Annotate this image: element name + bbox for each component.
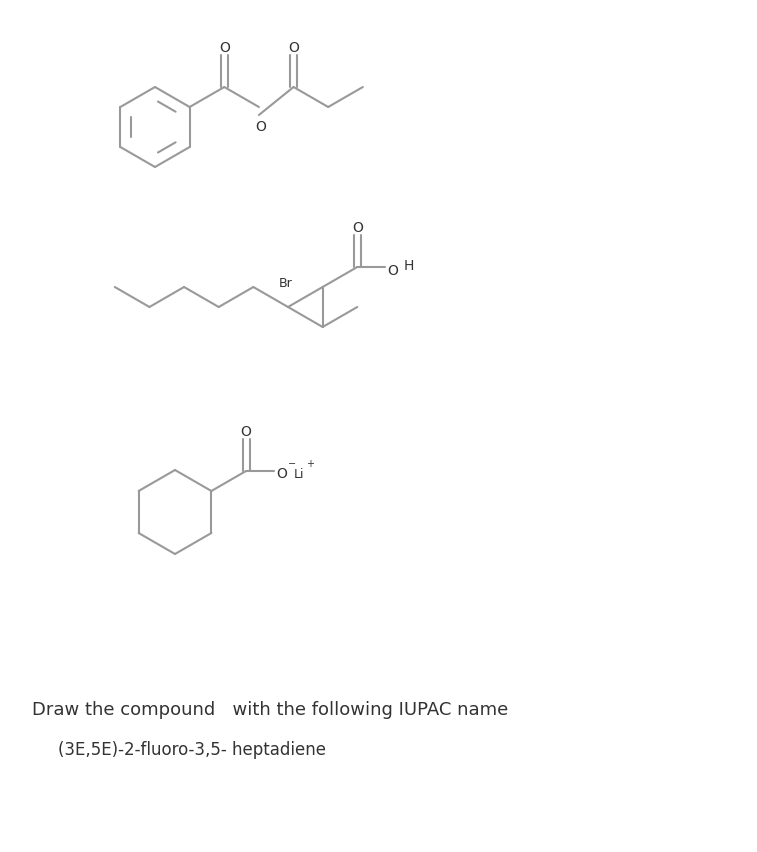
Text: Draw the compound   with the following IUPAC name: Draw the compound with the following IUP…	[32, 700, 508, 718]
Text: Br: Br	[279, 277, 293, 290]
Text: O: O	[241, 424, 251, 439]
Text: O: O	[352, 221, 363, 234]
Text: −: −	[288, 458, 296, 469]
Text: +: +	[306, 458, 314, 469]
Text: O: O	[276, 466, 287, 481]
Text: O: O	[388, 263, 398, 278]
Text: O: O	[219, 41, 229, 55]
Text: O: O	[288, 41, 299, 55]
Text: O: O	[255, 120, 266, 134]
Text: Li: Li	[294, 467, 304, 480]
Text: H: H	[403, 259, 413, 273]
Text: (3E,5E)-2-fluoro-3,5- heptadiene: (3E,5E)-2-fluoro-3,5- heptadiene	[58, 740, 326, 758]
